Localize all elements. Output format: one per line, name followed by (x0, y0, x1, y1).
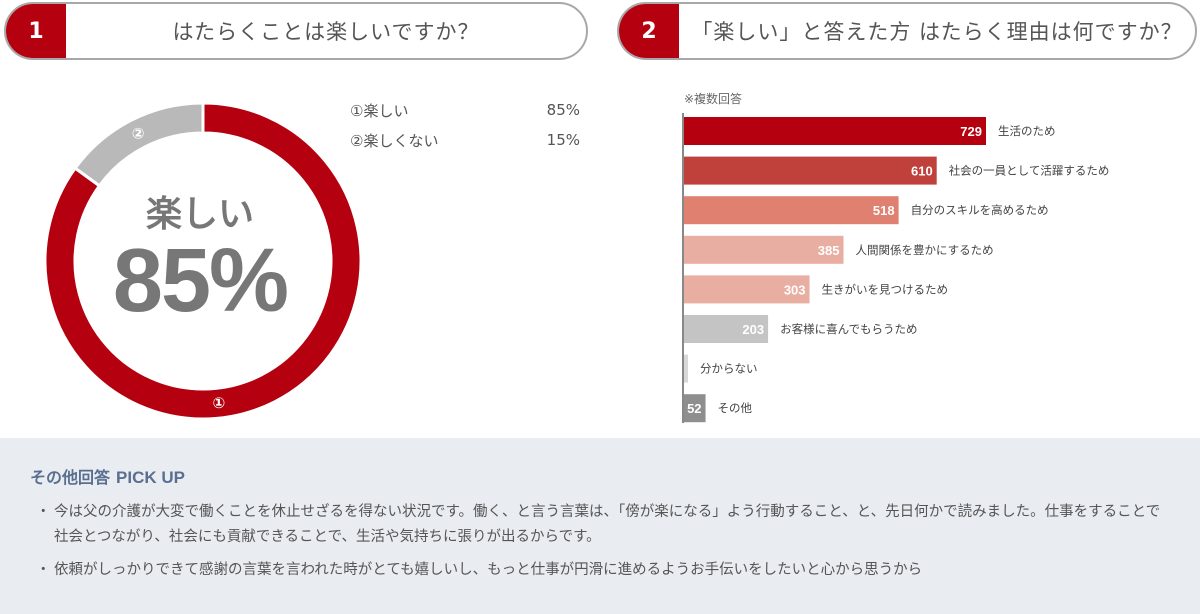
bar-value-label: 518 (873, 203, 895, 218)
bar (684, 394, 706, 423)
donut-center-value: 85% (112, 231, 289, 331)
pickup-item: ・ 今は父の介護が大変で働くことを休止せざるを得ない状況です。働く、と言う言葉は… (36, 500, 1166, 550)
bar (684, 196, 899, 225)
bar-value-label: 385 (818, 243, 840, 258)
bar-category-label: 自分のスキルを高めるため (911, 203, 1049, 217)
bar-category-label: 生活のため (998, 124, 1056, 138)
pickup-title-en: PICK UP (116, 468, 185, 487)
question-1-title: はたらくことは楽しいですか？ (172, 20, 480, 44)
bar-category-label: 社会の一員として活躍するため (949, 164, 1110, 178)
legend-label: ①楽しい (350, 101, 409, 120)
question-1-header: 1 はたらくことは楽しいですか？ (4, 2, 588, 60)
bar-category-label: 人間関係を豊かにするため (855, 243, 993, 257)
bar-value-label: 729 (960, 124, 982, 139)
pickup-section: その他回答 PICK UP ・ 今は父の介護が大変で働くことを休止せざるを得ない状… (0, 438, 1200, 614)
bar-value-label: 303 (784, 282, 806, 297)
bar-chart: 729 生活のため 610 社会の一員として活躍するため 518 自分のスキルを高めるため… (682, 113, 1110, 423)
question-2-header: 2 「楽しい」と答えた方 はたらく理由は何ですか？ (617, 2, 1197, 60)
legend-value: 85% (546, 101, 580, 119)
bar-value-label: 52 (687, 401, 701, 416)
pickup-item-text: 今は父の介護が大変で働くことを休止せざるを得ない状況です。働く、と言う言葉は、「… (54, 504, 1161, 545)
pickup-title: その他回答 PICK UP (30, 464, 185, 488)
bar-category-label: 生きがいを見つけるため (822, 282, 949, 296)
question-1-number: 1 (6, 4, 66, 58)
legend-item: ①楽しい 85% (350, 95, 580, 125)
legend-item: ②楽しくない 15% (350, 125, 580, 155)
bar (684, 275, 810, 304)
donut-svg: ①② (43, 101, 363, 421)
bar-value-label: 610 (911, 164, 933, 179)
bar-axis (682, 113, 684, 423)
bullet: ・ (36, 504, 51, 520)
bar (684, 117, 986, 145)
pickup-item-text: 依頼がしっかりできて感謝の言葉を言われた時がとても嬉しいし、もっと仕事が円滑に進… (54, 562, 923, 578)
legend-value: 15% (546, 131, 580, 149)
pickup-item: ・ 依頼がしっかりできて感謝の言葉を言われた時がとても嬉しいし、もっと仕事が円滑… (36, 558, 1166, 583)
bar-value-label: 203 (742, 322, 764, 337)
bar (684, 235, 844, 264)
multiple-answer-note: ※複数回答 (684, 92, 743, 106)
donut-legend: ①楽しい 85% ②楽しくない 15% (350, 95, 580, 155)
bullet: ・ (36, 562, 51, 578)
donut-slice (43, 101, 363, 421)
bar (684, 354, 688, 383)
question-2-title: 「楽しい」と答えた方 はたらく理由は何ですか？ (691, 20, 1183, 44)
bar (684, 156, 937, 185)
bar-category-label: お客様に喜んでもらうため (780, 322, 917, 336)
question-2-number: 2 (619, 4, 679, 58)
slice-marker: ② (132, 125, 145, 143)
pickup-title-jp: その他回答 (30, 468, 111, 487)
bar-category-label: その他 (718, 401, 753, 415)
donut-slice (73, 101, 205, 188)
bar (684, 315, 769, 343)
slice-marker: ① (213, 394, 226, 412)
legend-label: ②楽しくない (350, 131, 439, 150)
donut-center-label: 楽しい (145, 194, 254, 235)
bar-category-label: 分からない (700, 362, 758, 376)
